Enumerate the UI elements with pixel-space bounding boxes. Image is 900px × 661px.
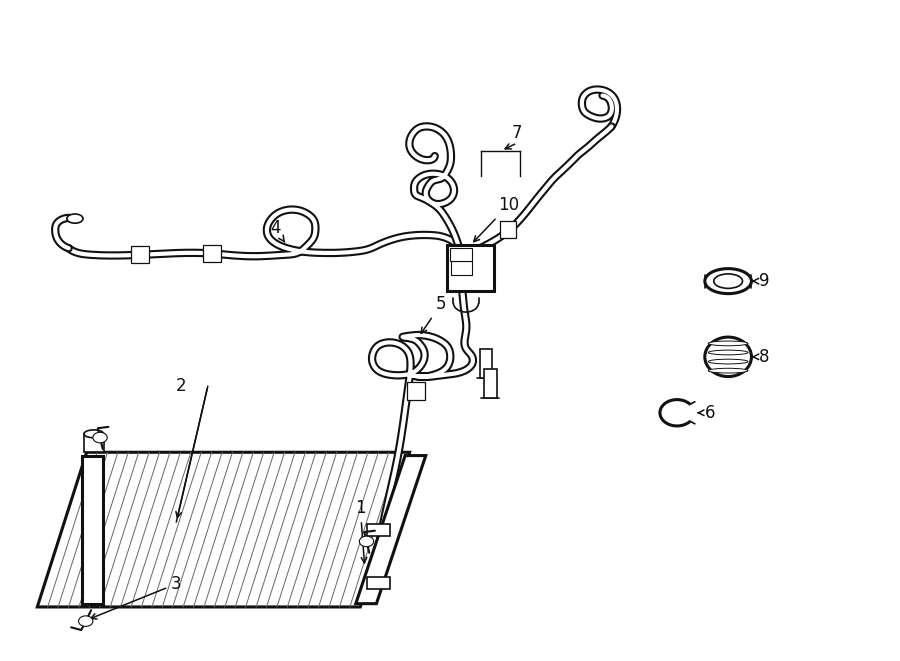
Ellipse shape [705, 268, 752, 293]
Text: 4: 4 [270, 219, 284, 242]
Ellipse shape [705, 337, 752, 377]
Ellipse shape [708, 350, 748, 355]
Text: 2: 2 [176, 377, 186, 395]
Text: 6: 6 [698, 404, 716, 422]
Bar [500, 221, 517, 239]
Ellipse shape [714, 274, 742, 288]
Bar [450, 249, 472, 261]
Ellipse shape [708, 368, 748, 373]
Polygon shape [82, 455, 103, 603]
Text: 9: 9 [752, 272, 770, 290]
Ellipse shape [67, 214, 83, 223]
FancyBboxPatch shape [484, 369, 497, 398]
Bar [131, 247, 149, 263]
Text: 8: 8 [752, 348, 770, 366]
Polygon shape [37, 452, 410, 607]
FancyBboxPatch shape [480, 349, 492, 378]
FancyBboxPatch shape [84, 434, 104, 452]
Circle shape [93, 432, 107, 443]
Text: 5: 5 [421, 295, 446, 333]
Circle shape [78, 616, 93, 627]
Polygon shape [356, 455, 426, 603]
Ellipse shape [708, 341, 748, 346]
FancyBboxPatch shape [367, 577, 390, 589]
Bar [451, 261, 472, 274]
Bar [203, 245, 221, 262]
FancyBboxPatch shape [447, 245, 494, 291]
Text: 3: 3 [91, 575, 182, 619]
Text: 7: 7 [512, 124, 523, 142]
Bar [407, 382, 425, 401]
Text: 10: 10 [473, 196, 519, 242]
Ellipse shape [84, 430, 104, 438]
FancyBboxPatch shape [367, 524, 390, 536]
Circle shape [359, 536, 374, 547]
Ellipse shape [708, 359, 748, 364]
Text: 1: 1 [355, 499, 367, 563]
